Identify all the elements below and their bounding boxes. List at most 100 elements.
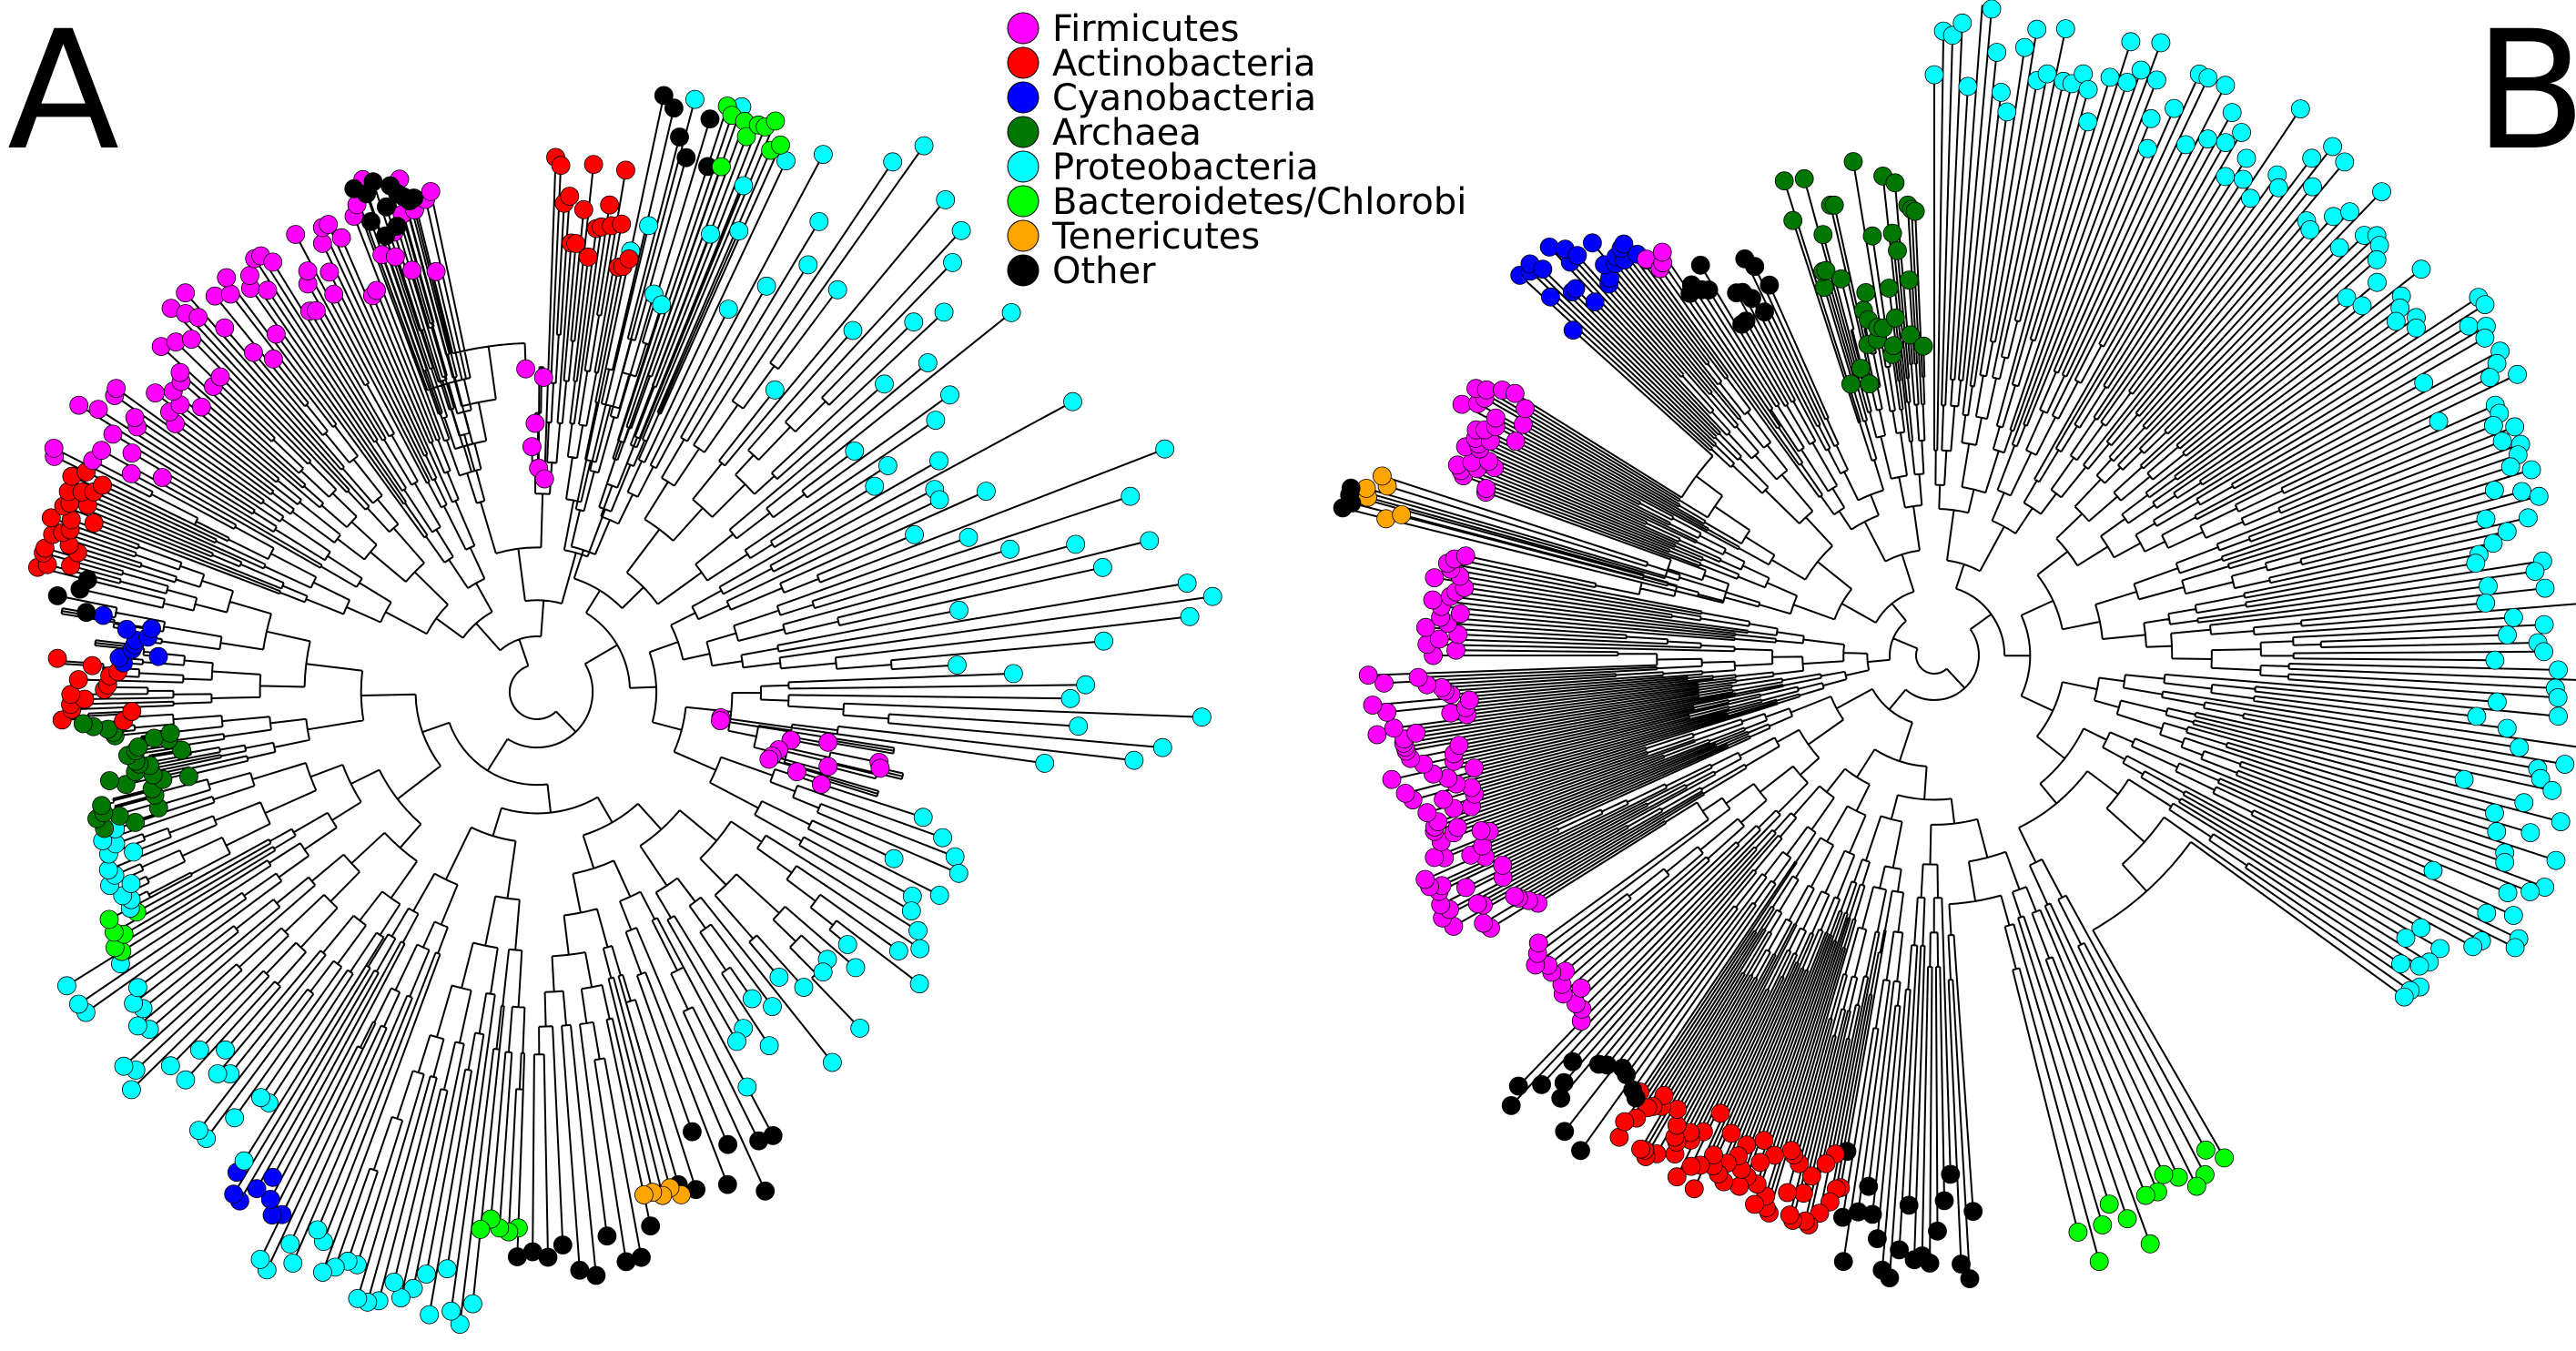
- leaf-node: [883, 152, 903, 172]
- leaf-node: [2546, 850, 2566, 870]
- leaf-node: [41, 508, 61, 528]
- leaf-node: [2503, 607, 2523, 627]
- leaf-node: [2483, 415, 2503, 435]
- leaf-node: [771, 135, 790, 155]
- leaf-node: [929, 490, 949, 510]
- leaf-node: [1004, 664, 1023, 684]
- leaf-node: [1684, 1179, 1704, 1199]
- leaf-node: [1541, 287, 1560, 307]
- legend-label-actinobacteria: Actinobacteria: [1052, 43, 1316, 85]
- leaf-node: [814, 145, 833, 165]
- leaf-node: [2340, 202, 2359, 222]
- leaf-node: [1374, 673, 1394, 693]
- leaf-node: [148, 646, 168, 666]
- leaf-node: [1862, 226, 1882, 246]
- leaf-node: [1991, 83, 2011, 102]
- leaf-node: [2216, 133, 2236, 153]
- leaf-node: [2500, 457, 2520, 477]
- leaf-node: [2337, 288, 2357, 308]
- leaf-node: [951, 220, 971, 240]
- leaf-node: [142, 619, 161, 638]
- leaf-node: [717, 1174, 737, 1194]
- leaf-node: [1699, 280, 1719, 300]
- panel-label-b: B: [2474, 0, 2576, 187]
- leaf-node: [1901, 325, 1921, 345]
- leaf-node: [1392, 505, 1412, 524]
- leaf-node: [88, 400, 108, 420]
- leaf-node: [404, 188, 424, 208]
- leaf-node: [2146, 70, 2166, 90]
- leaf-node: [176, 1070, 196, 1090]
- leaf-node: [616, 160, 635, 180]
- leaf-node: [103, 424, 123, 444]
- leaf-node: [870, 758, 890, 778]
- leaf-node: [76, 603, 96, 623]
- leaf-node: [1451, 604, 1470, 624]
- leaf-node: [958, 527, 979, 547]
- leaf-node: [2423, 860, 2443, 880]
- legend-item-actinobacteria: Actinobacteria: [1007, 43, 1316, 85]
- leaf-node: [2198, 68, 2218, 87]
- leaf-node: [437, 1259, 457, 1279]
- leaf-node: [191, 397, 211, 417]
- leaf-node: [84, 513, 104, 533]
- leaf-node: [2520, 882, 2541, 901]
- leaf-node: [384, 1273, 404, 1292]
- leaf-node: [1455, 546, 1476, 565]
- leaf-node: [573, 199, 593, 219]
- leaf-node: [420, 1305, 440, 1325]
- leaf-node: [2216, 167, 2236, 187]
- leaf-node: [1140, 531, 1160, 551]
- leaf-node: [1899, 1195, 1919, 1215]
- leaf-node: [1813, 225, 1833, 245]
- leaf-node: [908, 920, 928, 940]
- leaf-node: [736, 127, 756, 147]
- leaf-node: [2078, 112, 2098, 132]
- leaf-node: [69, 994, 88, 1014]
- leaf-node: [1882, 223, 1902, 243]
- leaf-node: [2303, 177, 2322, 197]
- leaf-node: [913, 808, 933, 828]
- leaf-node: [2368, 272, 2387, 292]
- leaf-node: [1667, 1115, 1687, 1135]
- leaf-node: [2232, 123, 2252, 142]
- leaf-node: [2480, 368, 2500, 388]
- leaf-node: [319, 262, 340, 282]
- leaf-node: [1425, 568, 1445, 587]
- leaf-node: [1121, 486, 1141, 506]
- leaf-node: [1093, 557, 1112, 577]
- leaf-node: [124, 842, 144, 862]
- leaf-node: [2027, 19, 2047, 39]
- leaf-node: [1958, 76, 1978, 96]
- leaf-node: [845, 441, 865, 461]
- leaf-node: [712, 157, 731, 177]
- leaf-node: [100, 771, 119, 790]
- leaf-node: [2477, 903, 2497, 923]
- leaf-node: [1434, 789, 1453, 809]
- leaf-node: [1376, 509, 1395, 529]
- leaf-node: [904, 312, 924, 332]
- leaf-node: [683, 1122, 702, 1142]
- leaf-node: [106, 379, 127, 399]
- leaf-node: [263, 252, 283, 272]
- leaf-node: [1794, 1183, 1813, 1204]
- leaf-node: [2151, 33, 2171, 53]
- leaf-node: [533, 368, 553, 387]
- leaf-node: [641, 1216, 661, 1236]
- leaf-node: [98, 860, 118, 879]
- leaf-node: [664, 98, 684, 118]
- leaf-node: [1952, 1254, 1971, 1274]
- leaf-node: [1924, 65, 1944, 85]
- legend: Firmicutes Actinobacteria Cyanobacteria …: [1007, 8, 1466, 292]
- leaf-node: [92, 796, 111, 816]
- leaf-node: [1382, 769, 1402, 789]
- leaf-node: [875, 374, 894, 394]
- leaf-node: [2479, 576, 2498, 596]
- leaf-node: [1667, 1167, 1687, 1187]
- leaf-node: [2459, 316, 2479, 336]
- leaf-node: [612, 214, 632, 234]
- leaf-node: [600, 195, 620, 215]
- leaf-node: [2137, 138, 2157, 158]
- leaf-node: [1415, 617, 1435, 637]
